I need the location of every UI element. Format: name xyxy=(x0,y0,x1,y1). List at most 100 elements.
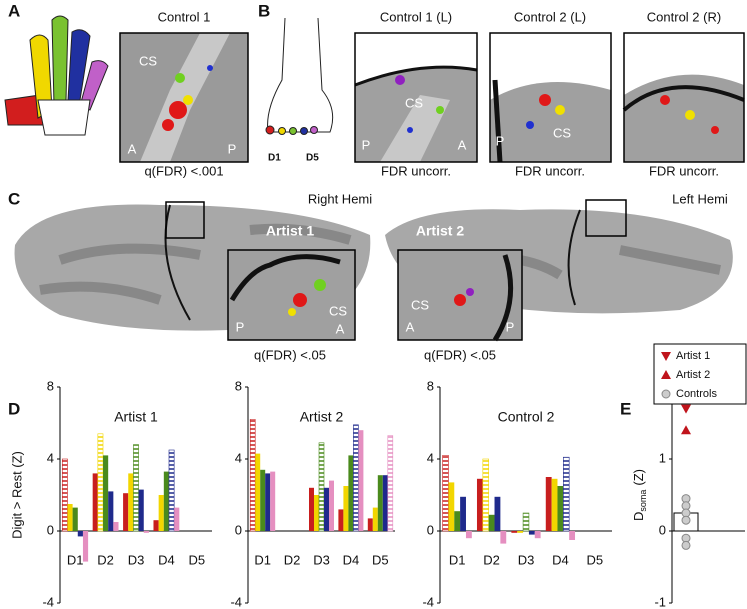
map-frame xyxy=(623,32,745,163)
activation xyxy=(436,106,444,114)
x-tick-label: D3 xyxy=(313,552,330,567)
map-label: CS xyxy=(411,297,429,312)
y-tick-label: -4 xyxy=(230,594,242,609)
y-tick-label: 4 xyxy=(235,450,242,465)
bar xyxy=(309,487,315,531)
x-tick-label: D5 xyxy=(188,552,205,567)
boundary xyxy=(229,254,341,302)
x-tick-label: D4 xyxy=(343,552,360,567)
map-title: Control 1 (L) xyxy=(380,9,452,24)
activation xyxy=(711,126,719,134)
toe xyxy=(265,125,275,135)
bar xyxy=(77,531,83,537)
activation xyxy=(314,279,326,291)
toe xyxy=(278,127,286,135)
bar xyxy=(476,478,483,531)
activation xyxy=(293,293,307,307)
y-tick-label: -4 xyxy=(422,594,434,609)
y-tick-label: -1 xyxy=(654,594,666,609)
map-label: P xyxy=(362,137,371,152)
bar xyxy=(270,471,276,531)
x-tick-label: D5 xyxy=(372,552,389,567)
bar xyxy=(128,473,134,531)
brain-map xyxy=(120,33,248,162)
ring-finger xyxy=(67,29,91,101)
activation xyxy=(466,288,474,296)
chart-title: Control 2 xyxy=(498,409,555,425)
bar xyxy=(382,475,388,531)
bar xyxy=(522,512,530,532)
hemisphere-title: Left Hemi xyxy=(672,191,728,206)
marker xyxy=(681,515,691,525)
caption: FDR uncorr. xyxy=(649,163,719,178)
inset xyxy=(227,249,356,341)
bar xyxy=(563,456,570,532)
bar xyxy=(97,433,104,532)
boundary xyxy=(354,65,478,87)
map-title: Control 2 (L) xyxy=(514,9,586,24)
bar xyxy=(454,511,461,531)
toe xyxy=(300,127,308,135)
bar xyxy=(500,531,507,544)
y-tick-label: 0 xyxy=(235,522,242,537)
bar xyxy=(255,453,261,531)
little-finger xyxy=(79,60,109,111)
x-tick-label: D4 xyxy=(552,552,569,567)
bar xyxy=(174,507,180,531)
subject-label: Artist 2 xyxy=(416,223,464,239)
boundary xyxy=(164,204,191,321)
brain-map xyxy=(354,32,745,163)
bar xyxy=(528,531,535,535)
cortex xyxy=(490,82,611,162)
x-tick-label: D3 xyxy=(518,552,535,567)
chart-title: Artist 1 xyxy=(114,409,158,425)
zoom-box xyxy=(585,199,627,237)
activation xyxy=(407,127,413,133)
bar xyxy=(511,531,518,533)
y-axis-label: Dsoma (Z) xyxy=(631,469,648,521)
map-label: CS xyxy=(405,95,423,110)
bar xyxy=(133,444,139,532)
foot-label: D5 xyxy=(306,153,319,164)
legend-label: Artist 1 xyxy=(676,350,710,362)
bar xyxy=(328,480,334,531)
bar xyxy=(158,495,164,531)
marker xyxy=(681,425,691,435)
x-tick-label: D4 xyxy=(158,552,175,567)
marker xyxy=(661,352,671,361)
bar xyxy=(448,482,455,531)
bar xyxy=(465,531,472,539)
gyrus xyxy=(380,95,450,162)
bar xyxy=(260,469,266,531)
x-tick-label: D2 xyxy=(483,552,500,567)
map-label: CS xyxy=(553,125,571,140)
y-label-unit: (Z) xyxy=(631,469,646,486)
y-tick-label: 0 xyxy=(659,522,666,537)
bar xyxy=(460,496,466,531)
activation xyxy=(175,73,185,83)
marker xyxy=(661,370,671,379)
caption: FDR uncorr. xyxy=(515,163,585,178)
bar xyxy=(377,475,383,531)
activation xyxy=(169,101,187,119)
bar xyxy=(143,531,149,533)
bar xyxy=(103,455,109,531)
panel-label: E xyxy=(620,399,631,418)
legend-label: Controls xyxy=(676,388,717,400)
y-tick-label: 0 xyxy=(427,522,434,537)
map-frame xyxy=(119,32,249,163)
map-label: CS xyxy=(139,53,157,68)
sulcus xyxy=(39,223,352,305)
activation xyxy=(555,105,565,115)
bar xyxy=(353,424,359,532)
map-label: A xyxy=(406,319,415,334)
map-frame xyxy=(489,32,612,163)
zoom-box xyxy=(165,201,205,239)
bar xyxy=(314,495,320,531)
x-tick-label: D1 xyxy=(254,552,271,567)
bar xyxy=(343,486,349,531)
activation xyxy=(454,294,466,306)
y-tick-label: -4 xyxy=(42,594,54,609)
bar xyxy=(61,458,68,532)
hand-illustration xyxy=(4,15,109,136)
